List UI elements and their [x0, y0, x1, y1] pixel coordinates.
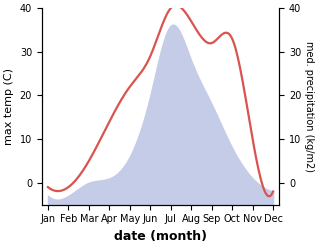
X-axis label: date (month): date (month)	[114, 230, 207, 243]
Y-axis label: max temp (C): max temp (C)	[4, 68, 14, 145]
Y-axis label: med. precipitation (kg/m2): med. precipitation (kg/m2)	[304, 41, 314, 172]
